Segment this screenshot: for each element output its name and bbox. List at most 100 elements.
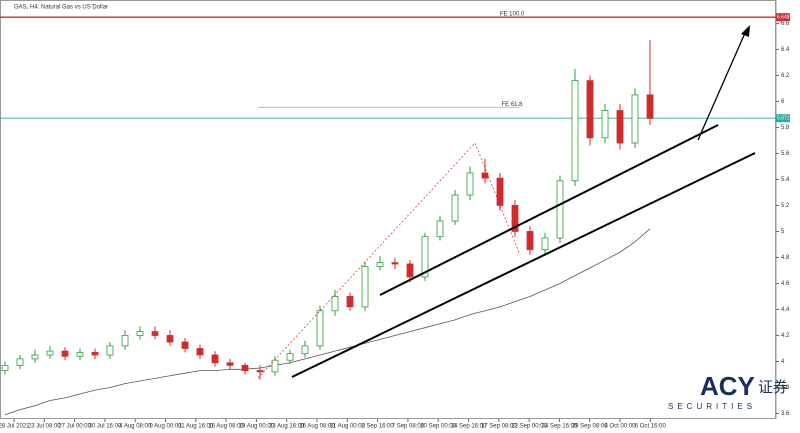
x-tick-label: 28 Jul 2021 xyxy=(0,424,30,430)
candle-body xyxy=(301,345,309,355)
candle-body xyxy=(571,80,579,182)
x-tick-label: 23 Jul 08:00 xyxy=(28,424,61,430)
x-tick-label: 7 Sep 08:00 xyxy=(392,424,425,430)
y-tick-label: 3.6 xyxy=(781,411,790,417)
candle-body xyxy=(421,236,429,278)
candle-body xyxy=(196,348,204,356)
candle-body xyxy=(136,331,144,336)
y-tick-label: 5.2 xyxy=(781,203,790,209)
price-tag xyxy=(776,13,790,22)
y-tick-label: 4.6 xyxy=(781,281,790,287)
y-tick-label: 5 xyxy=(781,229,785,235)
candle-body xyxy=(541,237,549,251)
candle-body xyxy=(286,353,294,361)
x-tick-label: 31 Aug 00:00 xyxy=(330,424,366,430)
price-tag xyxy=(776,114,790,123)
candle-body xyxy=(331,296,339,312)
candle-body xyxy=(451,194,459,222)
logo-sub: SECURITIES xyxy=(668,402,756,411)
y-tick-label: 4.8 xyxy=(781,255,790,261)
arrow xyxy=(697,32,746,141)
x-tick-label: 2 Sep 16:00 xyxy=(361,424,394,430)
candle-body xyxy=(241,364,249,371)
y-tick-label: 6.4 xyxy=(781,47,790,53)
y-tick-label: 5.6 xyxy=(781,151,790,157)
candle-body xyxy=(556,180,564,239)
candle-body xyxy=(361,266,369,308)
candle-body xyxy=(631,94,639,144)
x-tick-label: 27 Jul 00:00 xyxy=(58,424,91,430)
y-tick-label: 6.6 xyxy=(781,21,790,27)
plot-frame xyxy=(0,0,776,419)
candle-body xyxy=(406,263,414,278)
candle-body xyxy=(106,345,114,356)
candle-body xyxy=(91,351,99,356)
candle-body xyxy=(256,370,264,373)
x-tick-label: 23 Aug 16:00 xyxy=(269,424,305,430)
x-tick-label: 11 Aug 16:00 xyxy=(178,424,214,430)
x-tick-label: 29 Sep 08:00 xyxy=(572,424,608,430)
trendline xyxy=(291,152,756,378)
candle-body xyxy=(211,354,219,364)
y-tick-label: 4 xyxy=(781,359,785,365)
candle-body xyxy=(436,220,444,238)
candle-body xyxy=(376,262,384,267)
candle-body xyxy=(181,341,189,349)
y-tick-label: 5.8 xyxy=(781,125,790,131)
x-tick-label: 26 Aug 08:00 xyxy=(299,424,335,430)
y-tick-label: 5.4 xyxy=(781,177,790,183)
y-tick-label: 6 xyxy=(781,99,785,105)
x-tick-label: 16 Aug 08:00 xyxy=(208,424,244,430)
candle-body xyxy=(616,110,624,144)
candle-body xyxy=(151,331,159,336)
x-tick-label: 9 Aug 00:00 xyxy=(149,424,182,430)
candle-body xyxy=(346,296,354,308)
candle-body xyxy=(646,94,654,119)
x-tick-label: 14 Sep 16:00 xyxy=(451,424,487,430)
candle-body xyxy=(316,310,324,347)
y-tick-label: 3.8 xyxy=(781,385,790,391)
x-tick-label: 24 Sep 16:00 xyxy=(542,424,578,430)
y-tick-label: 4.2 xyxy=(781,333,790,339)
x-tick-label: 22 Sep 00:00 xyxy=(511,424,547,430)
candle-body xyxy=(166,335,174,343)
candle-body xyxy=(76,351,84,357)
level-name: FE 100.0 xyxy=(500,12,525,18)
level-name: FE 61.8 xyxy=(501,102,523,108)
moving-average xyxy=(4,228,651,416)
candle-body xyxy=(526,231,534,251)
candle-body xyxy=(31,354,39,360)
candle-body xyxy=(61,350,69,357)
candle-body xyxy=(16,358,24,366)
logo-chinese: 证券 xyxy=(758,379,788,396)
candle-body xyxy=(586,80,594,139)
x-tick-label: 6 Oct 16:00 xyxy=(635,424,667,430)
candle-body xyxy=(391,262,399,265)
logo-brand: ACY xyxy=(700,371,755,401)
candle-body xyxy=(1,364,9,371)
candle-body xyxy=(226,362,234,366)
x-tick-label: 4 Aug 08:00 xyxy=(119,424,152,430)
x-tick-label: 10 Sep 00:00 xyxy=(420,424,456,430)
trendline xyxy=(379,124,719,296)
candle-body xyxy=(496,177,504,206)
candle-body xyxy=(466,172,474,196)
fib-projection xyxy=(257,142,521,379)
candle-body xyxy=(481,172,489,179)
x-tick-label: 17 Sep 08:00 xyxy=(481,424,517,430)
x-tick-label: 30 Jul 16:00 xyxy=(89,424,122,430)
candle-body xyxy=(601,110,609,139)
candle-body xyxy=(271,359,279,373)
candle-body xyxy=(121,335,129,347)
y-tick-label: 4.4 xyxy=(781,307,790,313)
chart-title: GAS, H4: Natural Gas vs US Dollar xyxy=(14,5,108,11)
candle-body xyxy=(46,350,54,356)
arrow-head xyxy=(741,25,750,37)
candle-body xyxy=(511,205,519,232)
y-tick-label: 6.2 xyxy=(781,73,790,79)
x-tick-label: 4 Oct 00:00 xyxy=(604,424,636,430)
price-tag-label: 5.871 xyxy=(777,116,790,122)
x-tick-label: 19 Aug 00:00 xyxy=(239,424,275,430)
